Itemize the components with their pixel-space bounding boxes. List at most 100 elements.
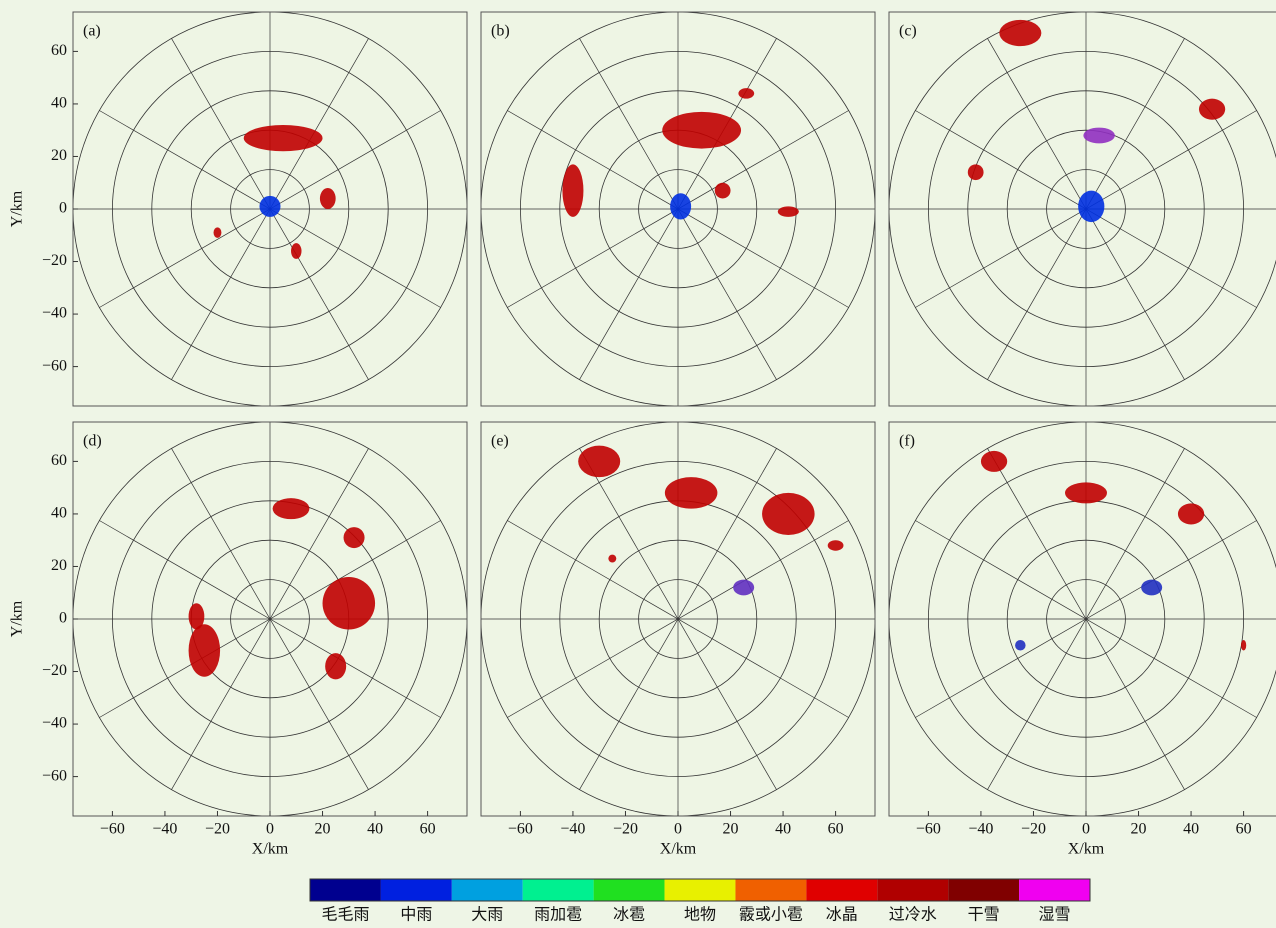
echo-patch — [608, 555, 616, 563]
echo-patch — [1141, 580, 1162, 596]
colorbar-label: 干雪 — [968, 907, 1000, 924]
echo-patch — [189, 624, 221, 677]
echo-patch — [670, 193, 691, 219]
echo-patch — [562, 164, 583, 217]
panel-label: (c) — [899, 23, 917, 40]
colorbar-label: 地物 — [684, 906, 716, 924]
panel: (b) — [481, 12, 875, 406]
colorbar-swatch — [381, 879, 452, 901]
echo-patch — [578, 446, 620, 478]
colorbar-label: 中雨 — [400, 906, 432, 924]
panel-label: (e) — [491, 433, 509, 450]
y-tick-label: −40 — [42, 715, 67, 732]
y-tick-label: −40 — [42, 305, 67, 322]
echo-patch — [762, 493, 815, 535]
x-tick-label: 40 — [367, 821, 383, 838]
y-tick-label: 60 — [51, 42, 67, 59]
y-tick-label: 40 — [51, 505, 67, 522]
colorbar-label: 雨加雹 — [534, 906, 582, 924]
colorbar-label: 霰或小雹 — [739, 906, 803, 924]
x-tick-label: −60 — [100, 821, 125, 838]
echo-patch — [320, 188, 336, 209]
x-tick-label: 0 — [674, 821, 682, 838]
plot-area — [481, 422, 875, 816]
plot-area — [73, 12, 467, 406]
colorbar-label: 过冷水 — [889, 906, 937, 924]
x-tick-label: 40 — [775, 821, 791, 838]
echo-patch — [999, 20, 1041, 46]
y-tick-label: −60 — [42, 767, 67, 784]
x-tick-label: 60 — [420, 821, 436, 838]
echo-patch — [344, 527, 365, 548]
echo-patch — [981, 451, 1007, 472]
x-tick-label: 0 — [266, 821, 274, 838]
page: {"chart_data": [ {"type": "ppi", "panel_… — [0, 0, 1276, 928]
colorbar-swatch — [310, 879, 381, 901]
echo-patch — [323, 577, 376, 630]
colorbar-swatch — [594, 879, 665, 901]
y-tick-label: 0 — [59, 610, 67, 627]
colorbar-swatch — [452, 879, 523, 901]
panel: (c) — [889, 12, 1276, 406]
echo-patch — [715, 183, 731, 199]
y-tick-label: 20 — [51, 147, 67, 164]
colorbar-label: 湿雪 — [1039, 906, 1071, 924]
plot-area — [889, 12, 1276, 406]
echo-patch — [662, 112, 741, 149]
plot-area — [481, 12, 875, 406]
echo-patch — [325, 653, 346, 679]
x-tick-label: −20 — [205, 821, 230, 838]
x-tick-label: 40 — [1183, 821, 1199, 838]
colorbar-swatch — [948, 879, 1019, 901]
echo-patch — [778, 206, 799, 217]
panel: (e)−60−40−200204060X/km — [481, 422, 875, 858]
colorbar-label: 冰雹 — [613, 906, 645, 924]
colorbar-label: 大雨 — [471, 906, 503, 924]
x-tick-label: 60 — [828, 821, 844, 838]
x-tick-label: −20 — [1021, 821, 1046, 838]
echo-patch — [1083, 128, 1115, 144]
echo-patch — [738, 88, 754, 99]
x-tick-label: −40 — [968, 821, 993, 838]
echo-patch — [259, 196, 280, 217]
y-tick-label: −20 — [42, 252, 67, 269]
echo-patch — [244, 125, 323, 151]
colorbar-swatch — [735, 879, 806, 901]
echo-patch — [1065, 482, 1107, 503]
panel-label: (d) — [83, 433, 102, 450]
x-tick-label: −60 — [508, 821, 533, 838]
figure: (a)−60−40−200204060Y/km(b)(c)(d)−60−40−2… — [0, 0, 1276, 928]
y-tick-label: 0 — [59, 200, 67, 217]
x-tick-label: 20 — [1131, 821, 1147, 838]
x-tick-label: −60 — [916, 821, 941, 838]
colorbar-swatch — [877, 879, 948, 901]
x-axis-label: X/km — [660, 841, 697, 858]
y-axis-label: Y/km — [9, 600, 26, 637]
echo-patch — [1241, 640, 1246, 651]
plot-area — [889, 422, 1276, 816]
echo-patch — [1199, 99, 1225, 120]
colorbar-swatch — [523, 879, 594, 901]
colorbar-swatch — [806, 879, 877, 901]
colorbar-swatch — [665, 879, 736, 901]
echo-patch — [214, 227, 222, 238]
colorbar-swatch — [1019, 879, 1090, 901]
x-tick-label: −40 — [152, 821, 177, 838]
echo-patch — [733, 580, 754, 596]
x-tick-label: 20 — [723, 821, 739, 838]
y-tick-label: 20 — [51, 557, 67, 574]
x-tick-label: 60 — [1236, 821, 1252, 838]
echo-patch — [1078, 191, 1104, 223]
panel-label: (f) — [899, 433, 915, 450]
echo-patch — [291, 243, 302, 259]
echo-patch — [273, 498, 310, 519]
echo-patch — [1178, 503, 1204, 524]
echo-patch — [968, 164, 984, 180]
plot-area — [73, 422, 467, 816]
y-axis-label: Y/km — [9, 190, 26, 227]
x-tick-label: −40 — [560, 821, 585, 838]
y-tick-label: 40 — [51, 95, 67, 112]
